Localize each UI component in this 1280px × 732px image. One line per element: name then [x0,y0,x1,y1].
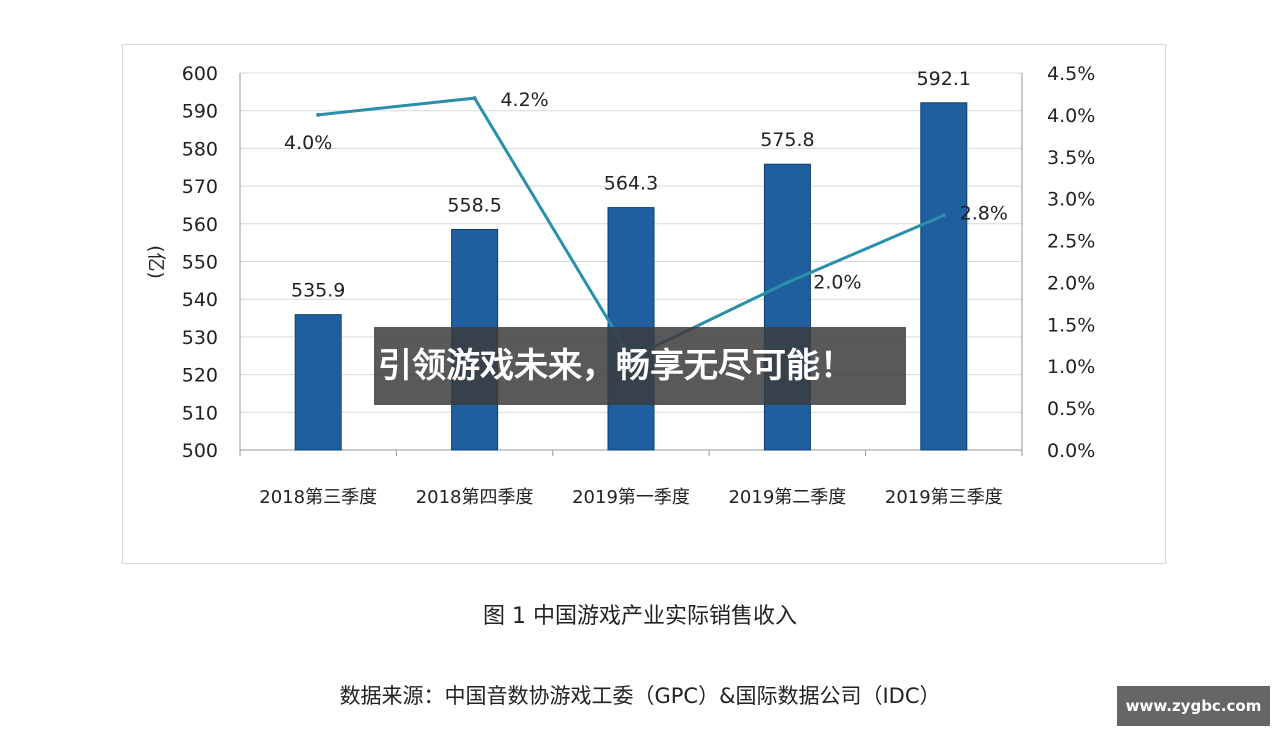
line-point [316,112,321,117]
y-tick-label: 520 [182,365,218,387]
y2-tick-label: 0.0% [1047,440,1095,462]
y2-tick-label: 2.5% [1047,231,1095,253]
y2-tick-label: 3.0% [1047,189,1095,211]
data-source: 数据来源：中国音数协游戏工委（GPC）&国际数据公司（IDC） [339,684,941,708]
figure-caption: 图 1 中国游戏产业实际销售收入 [483,604,797,629]
y-tick-label: 600 [182,63,218,85]
line-label: 2.0% [813,271,861,293]
y2-tick-label: 4.0% [1047,105,1095,127]
x-tick-label: 2019第一季度 [572,487,690,508]
chart: 500 510 520 530 540 550 560 570 580 590 600 0.0% 0.5… [145,63,1095,508]
x-tick-label: 2018第四季度 [416,487,534,508]
bar [920,102,968,451]
y2-tick-label: 2.0% [1047,272,1095,294]
y2-tick-label: 3.5% [1047,147,1095,169]
y2-tick-label: 1.0% [1047,356,1095,378]
bar [763,163,811,451]
y-tick-label: 530 [182,327,218,349]
y-tick-label: 510 [182,402,218,424]
line-point [785,280,790,285]
bar-label: 564.3 [604,173,658,195]
y2-tick-label: 4.5% [1047,63,1095,85]
chart-frame [122,44,1166,564]
x-tick-label: 2019第二季度 [728,487,846,508]
y-tick-label: 560 [182,214,218,236]
y2-tick-label: 0.5% [1047,398,1095,420]
y-tick-label: 590 [182,101,218,123]
x-tick-label: 2018第三季度 [259,487,377,508]
site-badge[interactable]: www.zygbc.com [1117,686,1270,726]
y2-tick-label: 1.5% [1047,314,1095,336]
y-tick-label: 540 [182,289,218,311]
bar [294,314,342,451]
y-tick-label: 550 [182,252,218,274]
y-tick-label: 580 [182,138,218,160]
y-axis-label: (亿) [145,245,167,279]
line-point [472,96,477,101]
line-label: 4.0% [284,132,332,154]
y-tick-label: 500 [182,440,218,462]
bar-label: 575.8 [760,129,814,151]
x-tick-label: 2019第三季度 [885,487,1003,508]
bar-label: 592.1 [917,68,971,90]
line-label: 4.2% [500,89,548,111]
line-label: 2.8% [960,202,1008,224]
y-tick-label: 570 [182,176,218,198]
bar-label: 558.5 [447,194,501,216]
overlay-banner: 引领游戏未来，畅享无尽可能！ [374,327,906,405]
line-point [941,213,946,218]
banner-text: 引领游戏未来，畅享无尽可能！ [378,346,854,386]
bar-label: 535.9 [291,280,345,302]
